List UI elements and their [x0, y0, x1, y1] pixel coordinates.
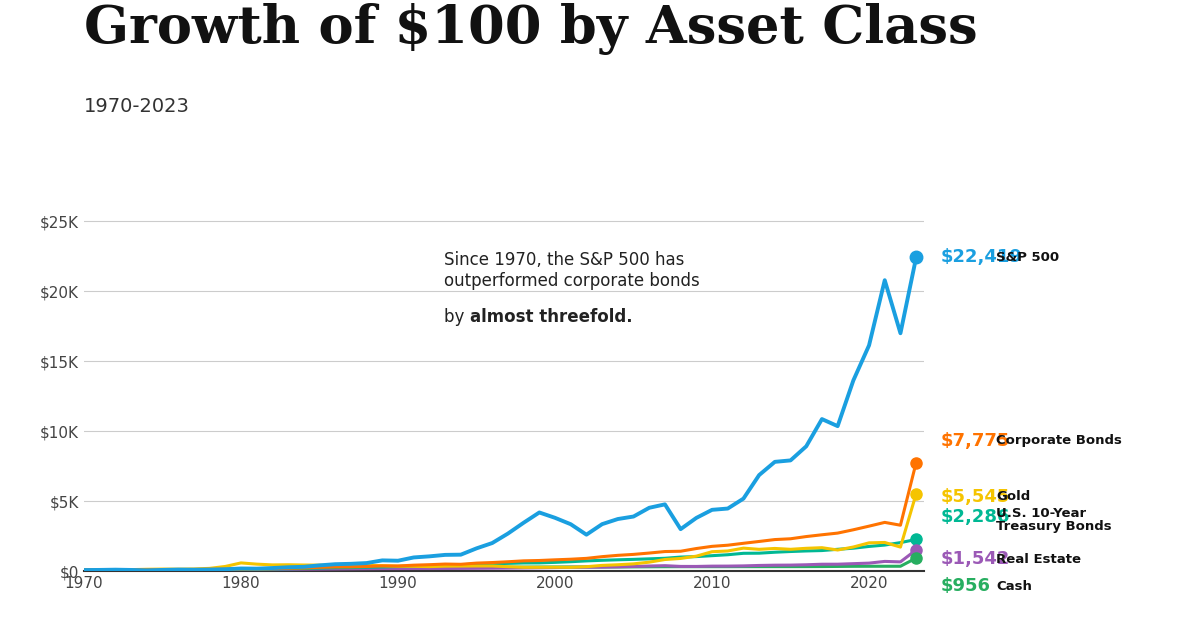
Text: U.S. 10-Year: U.S. 10-Year: [996, 507, 1086, 519]
Text: $1,542: $1,542: [941, 550, 1010, 568]
Text: 1970-2023: 1970-2023: [84, 97, 190, 116]
Text: Gold: Gold: [996, 490, 1031, 504]
Text: $2,286: $2,286: [941, 509, 1010, 526]
Text: almost threefold.: almost threefold.: [470, 308, 634, 326]
Text: $956: $956: [941, 577, 991, 595]
Text: by: by: [444, 308, 469, 326]
Text: Growth of $100 by Asset Class: Growth of $100 by Asset Class: [84, 3, 978, 55]
Text: Corporate Bonds: Corporate Bonds: [996, 434, 1122, 447]
Text: Cash: Cash: [996, 580, 1032, 593]
Text: Since 1970, the S&P 500 has
outperformed corporate bonds: Since 1970, the S&P 500 has outperformed…: [444, 251, 700, 290]
Text: $5,545: $5,545: [941, 488, 1010, 506]
Text: $22,419: $22,419: [941, 249, 1022, 266]
Text: Real Estate: Real Estate: [996, 553, 1081, 566]
Text: S&P 500: S&P 500: [996, 251, 1060, 264]
Text: Treasury Bonds: Treasury Bonds: [996, 521, 1111, 533]
Text: $7,775: $7,775: [941, 431, 1010, 450]
